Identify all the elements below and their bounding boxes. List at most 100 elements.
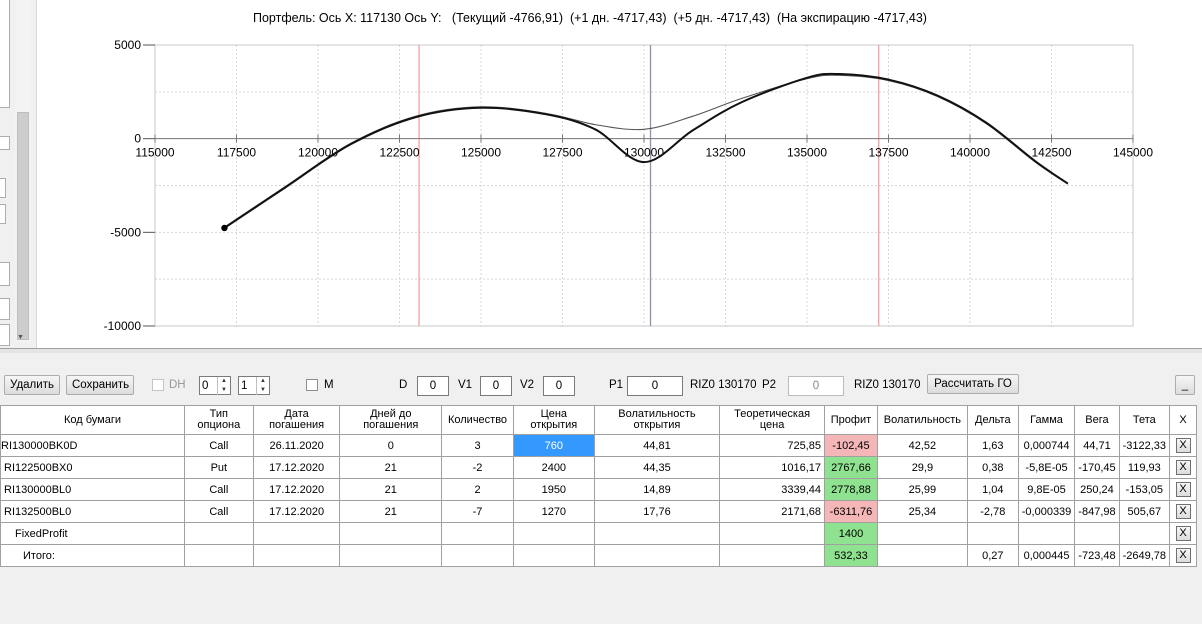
column-header[interactable]: Теоретическая цена: [719, 405, 825, 435]
scrollbar-thumb[interactable]: [17, 112, 29, 340]
spin-arrows-icon[interactable]: ▲ ▼: [256, 377, 269, 395]
column-header[interactable]: Цена открытия: [512, 405, 595, 435]
cell-delta[interactable]: 1,04: [966, 478, 1019, 501]
cell-price[interactable]: 1270: [512, 500, 595, 523]
cell-vega[interactable]: 44,71: [1074, 434, 1120, 457]
cell-profit[interactable]: -6311,76: [823, 500, 878, 523]
cell-code[interactable]: RI132500BL0: [0, 500, 185, 523]
column-header[interactable]: X: [1169, 405, 1197, 435]
spin2-stepper[interactable]: 1 ▲ ▼: [238, 376, 270, 395]
cell-vol[interactable]: 25,99: [876, 478, 968, 501]
table-row[interactable]: RI130000BK0D Call 26.11.2020 0 3 760 44,…: [0, 434, 1197, 457]
side-field[interactable]: [0, 262, 10, 286]
cell-theor[interactable]: 1016,17: [719, 456, 825, 479]
cell-theta[interactable]: 505,67: [1118, 500, 1171, 523]
calculate-go-button[interactable]: Рассчитать ГО: [927, 374, 1019, 394]
v1-field[interactable]: 0: [480, 376, 512, 396]
side-field[interactable]: [0, 298, 10, 320]
fixed-profit-row[interactable]: FixedProfit 1400 X: [0, 522, 1197, 545]
cell-type[interactable]: Call: [183, 434, 254, 457]
cell-type[interactable]: Call: [183, 478, 254, 501]
cell-vega[interactable]: -847,98: [1074, 500, 1120, 523]
cell-days[interactable]: 21: [339, 456, 443, 479]
cell-qty[interactable]: 2: [441, 478, 514, 501]
table-row[interactable]: RI132500BL0 Call 17.12.2020 21 -7 1270 1…: [0, 500, 1197, 523]
cell-theta[interactable]: -153,05: [1118, 478, 1171, 501]
column-header[interactable]: Профит: [823, 405, 878, 435]
cell-date[interactable]: 17.12.2020: [252, 456, 341, 479]
delete-button[interactable]: Удалить: [4, 375, 60, 395]
column-header[interactable]: Гамма: [1017, 405, 1076, 435]
cell-gamma[interactable]: -5,8E-05: [1017, 456, 1076, 479]
minimize-button[interactable]: _: [1175, 375, 1195, 395]
cell-price[interactable]: 760: [512, 434, 595, 457]
cell-gamma[interactable]: -0,000339: [1017, 500, 1076, 523]
cell-vol-open[interactable]: 14,89: [593, 478, 721, 501]
column-header[interactable]: Волатильность: [876, 405, 968, 435]
cell-theor[interactable]: 2171,68: [719, 500, 825, 523]
cell-days[interactable]: 21: [339, 478, 443, 501]
delete-row-button[interactable]: X: [1175, 504, 1191, 519]
delete-row-button[interactable]: X: [1175, 438, 1191, 453]
cell-date[interactable]: 17.12.2020: [252, 478, 341, 501]
cell-gamma[interactable]: 9,8E-05: [1017, 478, 1076, 501]
cell-qty[interactable]: -2: [441, 456, 514, 479]
cell-date[interactable]: 26.11.2020: [252, 434, 341, 457]
cell-vega[interactable]: 250,24: [1074, 478, 1120, 501]
column-header[interactable]: Тета: [1118, 405, 1171, 435]
delete-row-button[interactable]: X: [1175, 548, 1191, 563]
column-header[interactable]: Дата погашения: [252, 405, 341, 435]
fixed-profit-value[interactable]: 1400: [823, 522, 878, 545]
cell-vol-open[interactable]: 44,35: [593, 456, 721, 479]
p1-field[interactable]: 0: [627, 376, 683, 396]
table-row[interactable]: RI130000BL0 Call 17.12.2020 21 2 1950 14…: [0, 478, 1197, 501]
column-header[interactable]: Дней до погашения: [339, 405, 443, 435]
save-button[interactable]: Сохранить: [66, 375, 134, 395]
column-header[interactable]: Вега: [1074, 405, 1120, 435]
side-field[interactable]: [0, 324, 10, 346]
cell-vol[interactable]: 29,9: [876, 456, 968, 479]
table-row[interactable]: RI122500BX0 Put 17.12.2020 21 -2 2400 44…: [0, 456, 1197, 479]
column-header[interactable]: Количество: [441, 405, 514, 435]
cell-date[interactable]: 17.12.2020: [252, 500, 341, 523]
cell-delta[interactable]: 1,63: [966, 434, 1019, 457]
cell-code[interactable]: RI130000BK0D: [0, 434, 185, 457]
column-header[interactable]: Дельта: [966, 405, 1019, 435]
cell-price[interactable]: 2400: [512, 456, 595, 479]
panel-splitter[interactable]: [0, 348, 1202, 353]
cell-price[interactable]: 1950: [512, 478, 595, 501]
m-checkbox[interactable]: [306, 379, 318, 391]
delete-row-button[interactable]: X: [1175, 482, 1191, 497]
delete-row-button[interactable]: X: [1175, 460, 1191, 475]
cell-theor[interactable]: 3339,44: [719, 478, 825, 501]
cell-days[interactable]: 0: [339, 434, 443, 457]
cell-type[interactable]: Call: [183, 500, 254, 523]
column-header[interactable]: Волатильность открытия: [593, 405, 721, 435]
cell-delta[interactable]: 0,38: [966, 456, 1019, 479]
cell-profit[interactable]: 2767,66: [823, 456, 878, 479]
cell-theta[interactable]: 119,93: [1118, 456, 1171, 479]
cell-theta[interactable]: -3122,33: [1118, 434, 1171, 457]
cell-profit[interactable]: 2778,88: [823, 478, 878, 501]
cell-profit[interactable]: -102,45: [823, 434, 878, 457]
cell-qty[interactable]: -7: [441, 500, 514, 523]
p2-field[interactable]: 0: [788, 376, 844, 396]
cell-code[interactable]: RI130000BL0: [0, 478, 185, 501]
v2-field[interactable]: 0: [543, 376, 575, 396]
column-header[interactable]: Тип опциона: [183, 405, 254, 435]
d-field[interactable]: 0: [417, 376, 449, 396]
dh-checkbox[interactable]: [152, 379, 164, 391]
scroll-down-icon[interactable]: ▼: [17, 334, 24, 341]
cell-vol[interactable]: 42,52: [876, 434, 968, 457]
cell-vol-open[interactable]: 17,76: [593, 500, 721, 523]
spin1-stepper[interactable]: 0 ▲ ▼: [199, 376, 231, 395]
delete-row-button[interactable]: X: [1175, 526, 1191, 541]
cell-delta[interactable]: -2,78: [966, 500, 1019, 523]
cell-code[interactable]: RI122500BX0: [0, 456, 185, 479]
spin-arrows-icon[interactable]: ▲ ▼: [217, 377, 230, 395]
cell-days[interactable]: 21: [339, 500, 443, 523]
cell-theor[interactable]: 725,85: [719, 434, 825, 457]
cell-vol[interactable]: 25,34: [876, 500, 968, 523]
cell-vega[interactable]: -170,45: [1074, 456, 1120, 479]
cell-qty[interactable]: 3: [441, 434, 514, 457]
